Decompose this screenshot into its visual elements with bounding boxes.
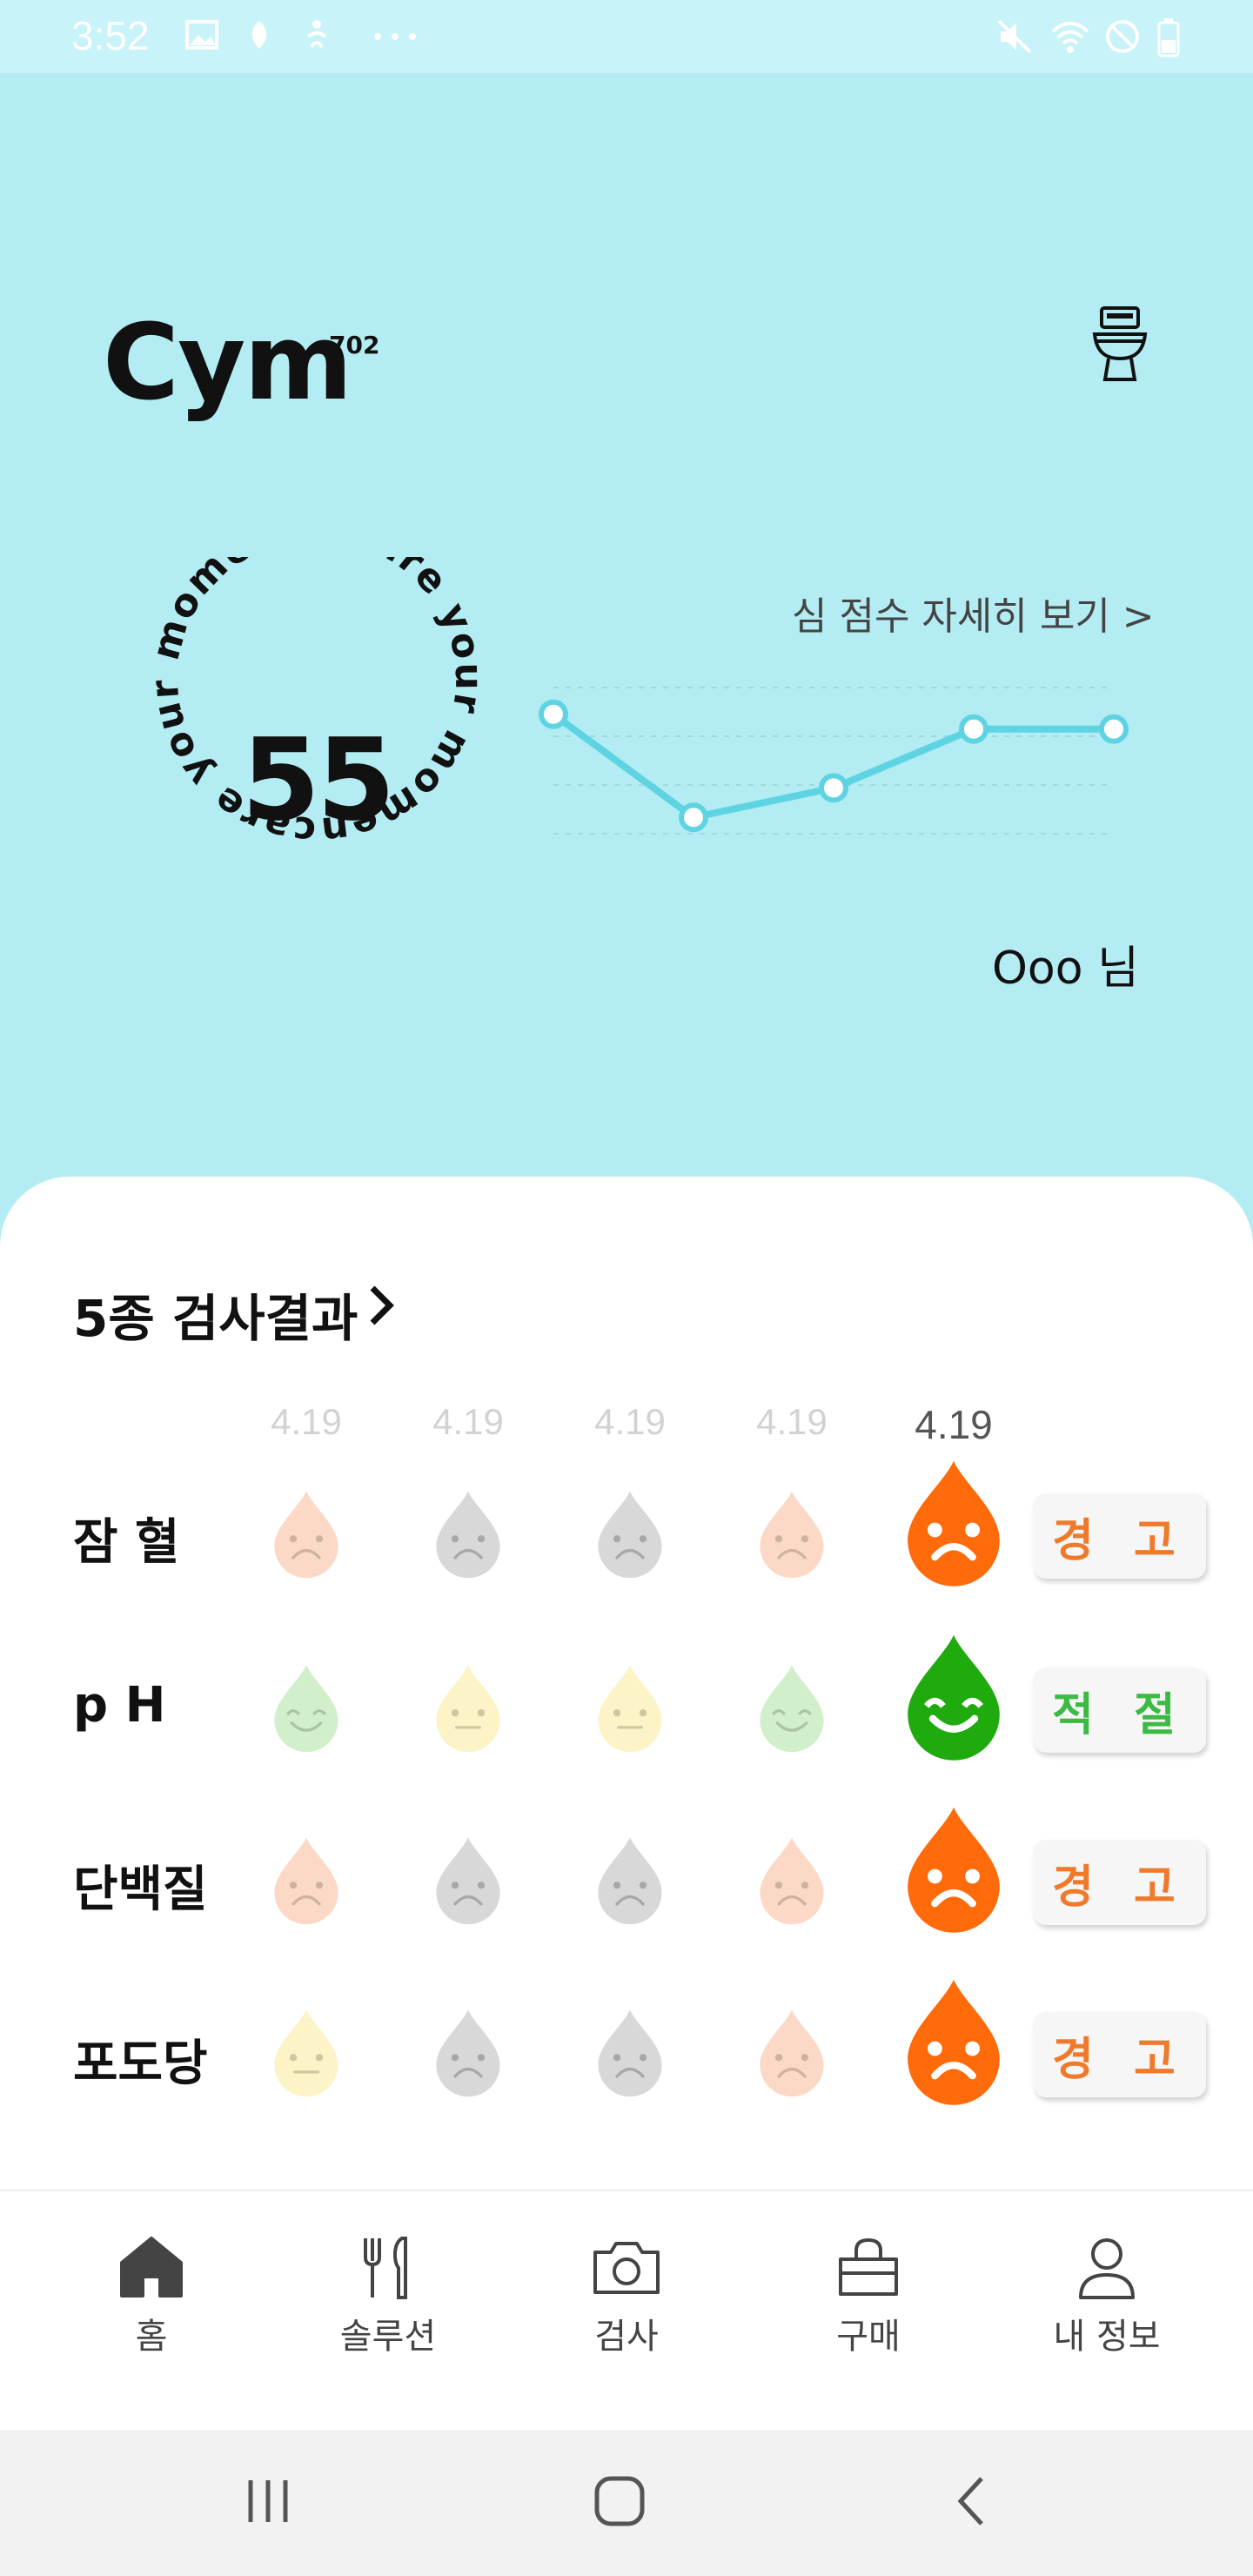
user-icon: [1079, 2238, 1135, 2299]
trend-chart: [539, 687, 1129, 835]
drop-sad-icon: [598, 1837, 662, 1925]
status-time: 3:52: [71, 13, 150, 58]
nav-label: 구매: [836, 2317, 901, 2357]
drop-sad-icon: [274, 1491, 338, 1579]
chart-grid: [553, 687, 1114, 835]
results-title[interactable]: 5종 검사결과: [73, 1289, 358, 1348]
drop-happy-icon: [274, 1665, 338, 1753]
block-icon: [1106, 20, 1139, 53]
drop-neutral-icon: [598, 1665, 662, 1753]
app-logo-superscript: 702: [329, 331, 380, 359]
toilet-icon[interactable]: [1089, 305, 1150, 385]
nav-label: 홈: [135, 2317, 168, 2357]
score-ring: care your moment · care your moment: [90, 557, 489, 854]
date-label: 4.19: [756, 1401, 828, 1442]
drop-sad-icon: [436, 2009, 500, 2097]
wifi-icon: [1051, 22, 1089, 53]
accessibility-icon: [306, 20, 327, 49]
chart-point: [1099, 714, 1129, 744]
result-row-label: 단백질: [73, 1862, 208, 1918]
chart-point: [539, 699, 568, 729]
chart-point: [959, 714, 988, 744]
drop-neutral-icon: [274, 2009, 338, 2097]
date-label: 4.19: [271, 1401, 342, 1442]
more-icon: [374, 33, 416, 40]
drop-sad-icon: [908, 1979, 1000, 2105]
hero-section: [0, 73, 1253, 1253]
user-name: Ooo 님: [992, 943, 1139, 995]
utensils-icon: [364, 2237, 407, 2299]
score-value: 55: [241, 714, 396, 846]
drop-sad-icon: [274, 1837, 338, 1925]
drop-sad-icon: [598, 2009, 662, 2097]
drop-happy-icon: [760, 1665, 824, 1753]
battery-icon: [1157, 18, 1180, 57]
nav-shop[interactable]: 구매: [764, 2235, 973, 2358]
app-logo: Cym: [103, 303, 352, 424]
drop-sad-icon: [760, 1491, 824, 1579]
status-bar: 3:52: [0, 0, 1253, 73]
drop-sad-icon: [760, 1837, 824, 1925]
date-label: 4.19: [432, 1401, 504, 1442]
chart-point: [679, 802, 708, 833]
drop-sad-icon: [760, 2009, 824, 2097]
result-row-label: p H: [73, 1677, 166, 1734]
result-row-label: 잠 혈: [73, 1514, 180, 1571]
result-status-button[interactable]: 적 절: [1034, 1667, 1206, 1753]
drop-sad-icon: [436, 1491, 500, 1579]
nav-test[interactable]: 검사: [522, 2235, 731, 2358]
system-nav-bar: [0, 2430, 1253, 2576]
image-icon: [185, 20, 218, 50]
home-button-icon[interactable]: [592, 2473, 647, 2529]
chevron-right-icon[interactable]: [364, 1279, 399, 1332]
chart-point: [819, 773, 848, 803]
drop-sad-icon: [908, 1807, 1000, 1933]
nav-my-info[interactable]: 내 정보: [1002, 2235, 1211, 2358]
camera-icon: [593, 2242, 660, 2294]
drop-happy-icon: [908, 1634, 1000, 1761]
back-icon[interactable]: [952, 2473, 990, 2529]
nav-home[interactable]: 홈: [47, 2235, 256, 2358]
home-icon: [120, 2237, 183, 2298]
drop-neutral-icon: [436, 1665, 500, 1753]
nav-label: 솔루션: [339, 2317, 437, 2357]
result-row-label: 포도당: [73, 2036, 208, 2092]
recent-apps-icon[interactable]: [242, 2473, 294, 2529]
date-label: 4.19: [594, 1401, 666, 1442]
nav-solution[interactable]: 솔루션: [284, 2235, 492, 2358]
result-status-button[interactable]: 경 고: [1034, 1840, 1206, 1925]
nav-label: 내 정보: [1053, 2317, 1161, 2357]
mute-icon: [997, 19, 1032, 54]
notification-icon: [251, 21, 267, 49]
drop-sad-icon: [908, 1460, 1000, 1587]
date-label-current: 4.19: [915, 1402, 993, 1447]
bottom-nav: 홈 솔루션 검사 구매 내 정보: [0, 2190, 1253, 2430]
shopping-bag-icon: [839, 2237, 898, 2296]
drop-sad-icon: [436, 1837, 500, 1925]
drop-sad-icon: [598, 1491, 662, 1579]
score-detail-link[interactable]: 심 점수 자세히 보기 >: [792, 594, 1155, 639]
nav-label: 검사: [594, 2317, 659, 2357]
result-status-button[interactable]: 경 고: [1034, 1493, 1206, 1579]
result-status-button[interactable]: 경 고: [1034, 2012, 1206, 2097]
